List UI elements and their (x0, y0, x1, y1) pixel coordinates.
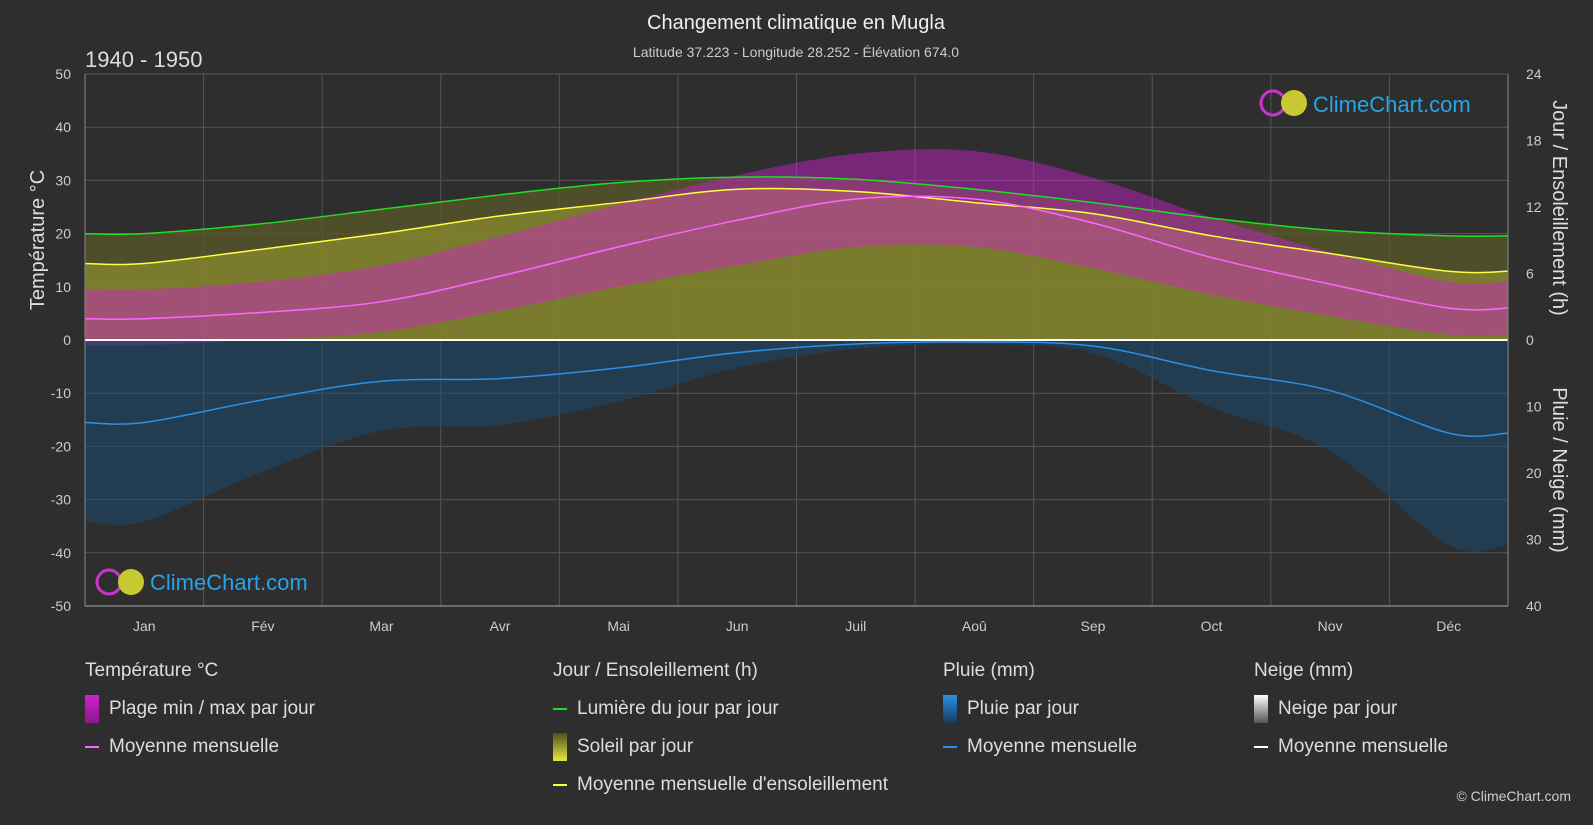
y-right-mm-tick-label: 40 (1526, 598, 1542, 614)
x-month-label: Juil (845, 618, 866, 634)
sunshine-mean-line (84, 187, 1509, 274)
sunshine-mean-swatch (553, 784, 567, 786)
y-right-mm-tick-label: 30 (1526, 532, 1542, 548)
temp-mean-swatch (85, 746, 99, 748)
rain-mean-swatch (943, 746, 957, 748)
rain-area (85, 340, 1508, 552)
legend-item: Neige par jour (1254, 695, 1448, 723)
legend-item: Moyenne mensuelle d'ensoleillement (553, 774, 888, 796)
y-left-tick-label: -20 (51, 438, 71, 454)
legend-label: Neige par jour (1278, 698, 1398, 719)
x-month-label: Jun (726, 618, 749, 634)
y-left-tick-label: -50 (51, 598, 71, 614)
y-left-tick-label: 10 (55, 279, 71, 295)
legend-temperature: Température °C Plage min / max par jour … (85, 660, 315, 774)
legend-label: Pluie par jour (967, 698, 1079, 719)
rain-swatch (943, 695, 957, 723)
y-right-hours-tick-label: 0 (1526, 332, 1534, 348)
y-left-tick-label: 30 (55, 172, 71, 188)
legend-item: Moyenne mensuelle (85, 736, 315, 758)
temp-range-band (85, 149, 1508, 346)
x-month-label: Avr (490, 618, 511, 634)
logo-sun-icon (118, 569, 144, 595)
y-right-mm-tick-label: 20 (1526, 465, 1542, 481)
y-right-hours-tick-label: 24 (1526, 66, 1542, 82)
y-left-tick-label: 20 (55, 226, 71, 242)
x-month-label: Aoû (962, 618, 987, 634)
y-right-hours-tick-label: 12 (1526, 199, 1542, 215)
axis-ticks: 50 40 30 20 10 0 -10 -20 -30 -40 -50 24 18 12 6 0 10 20 30… (51, 66, 1542, 634)
y-right-bottom-axis-label: Pluie / Neige (mm) (1548, 387, 1570, 553)
legend-snow-title: Neige (mm) (1254, 660, 1354, 681)
chart-marks (84, 149, 1509, 552)
legend-label: Plage min / max par jour (109, 698, 315, 719)
snow-mean-swatch (1254, 746, 1268, 748)
legend-label: Moyenne mensuelle (109, 736, 280, 757)
logo-sun-icon (1281, 90, 1307, 116)
y-right-top-axis-label: Jour / Ensoleillement (h) (1548, 100, 1570, 316)
legend-label: Moyenne mensuelle (967, 736, 1138, 757)
y-left-tick-label: 40 (55, 119, 71, 135)
y-left-tick-label: -10 (51, 385, 71, 401)
y-right-mm-tick-label: 10 (1526, 399, 1542, 415)
legend-temperature-title: Température °C (85, 660, 219, 681)
y-right-hours-tick-label: 6 (1526, 266, 1534, 282)
climate-chart: Changement climatique en Mugla Latitude … (27, 12, 1570, 634)
legend-item: Moyenne mensuelle (943, 736, 1137, 758)
legend-item: Pluie par jour (943, 695, 1137, 723)
x-month-label: Mai (607, 618, 630, 634)
x-month-label: Déc (1436, 618, 1461, 634)
legend-rain: Pluie (mm) Pluie par jour Moyenne mensue… (943, 660, 1137, 774)
legend-sun-title: Jour / Ensoleillement (h) (553, 660, 758, 681)
brand-name-top: ClimeChart.com (1313, 92, 1471, 117)
sunshine-area (85, 188, 1508, 340)
legend-label: Lumière du jour par jour (577, 698, 779, 719)
chart-title: Changement climatique en Mugla (647, 12, 946, 34)
x-month-label: Fév (251, 618, 274, 634)
legend-snow: Neige (mm) Neige par jour Moyenne mensue… (1254, 660, 1448, 774)
daylight-line (84, 176, 1509, 237)
copyright: © ClimeChart.com (1456, 788, 1571, 804)
legend-label: Moyenne mensuelle d'ensoleillement (577, 774, 888, 795)
brand-logo-top: ClimeChart.com (1259, 89, 1471, 117)
legend-item: Lumière du jour par jour (553, 698, 888, 720)
y-left-tick-label: 50 (55, 66, 71, 82)
snow-swatch (1254, 695, 1268, 723)
legend-item: Moyenne mensuelle (1254, 736, 1448, 758)
period-label: 1940 - 1950 (85, 47, 202, 72)
x-month-label: Nov (1318, 618, 1343, 634)
legend-label: Soleil par jour (577, 736, 694, 757)
x-month-label: Mar (369, 618, 393, 634)
y-left-tick-label: -30 (51, 492, 71, 508)
y-left-tick-label: -40 (51, 545, 71, 561)
legend-rain-title: Pluie (mm) (943, 660, 1035, 681)
y-right-hours-tick-label: 18 (1526, 133, 1542, 149)
x-month-label: Oct (1201, 618, 1223, 634)
daylight-swatch (553, 708, 567, 710)
y-left-tick-label: 0 (63, 332, 71, 348)
legend-sun: Jour / Ensoleillement (h) Lumière du jou… (553, 660, 888, 812)
y-left-axis-label: Température °C (27, 170, 49, 310)
brand-logo-bottom: ClimeChart.com (95, 568, 308, 596)
temp-range-swatch (85, 695, 99, 723)
x-month-label: Jan (133, 618, 156, 634)
sunshine-swatch (553, 733, 567, 761)
temp-mean-line (84, 195, 1509, 320)
legend-item: Plage min / max par jour (85, 695, 315, 723)
x-month-label: Sep (1080, 618, 1105, 634)
legend-item: Soleil par jour (553, 733, 888, 761)
brand-name-bottom: ClimeChart.com (150, 570, 308, 595)
legend-label: Moyenne mensuelle (1278, 736, 1449, 757)
rain-mean-line (84, 341, 1509, 437)
chart-subtitle: Latitude 37.223 - Longitude 28.252 - Élé… (633, 44, 959, 60)
